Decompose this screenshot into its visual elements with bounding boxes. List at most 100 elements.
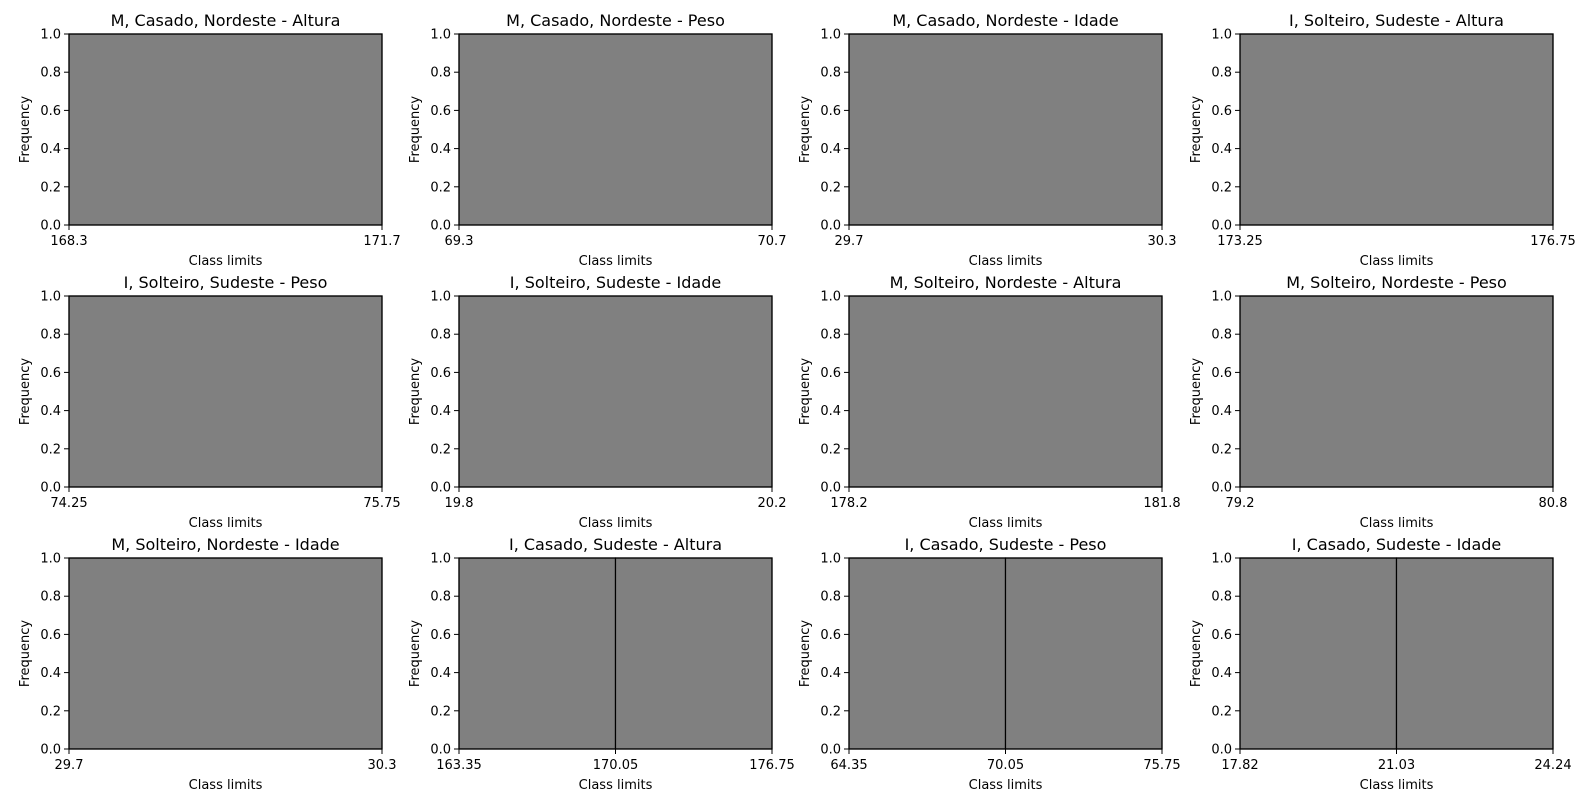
y-tick-label: 0.6 xyxy=(1211,104,1232,119)
y-tick-label: 0.2 xyxy=(820,442,841,457)
axes-frame xyxy=(848,33,1163,226)
axes-frame xyxy=(458,33,773,226)
x-tick-label: 74.25 xyxy=(50,496,87,511)
y-tick-label: 0.2 xyxy=(430,180,451,195)
y-tick-label: 0.2 xyxy=(1211,704,1232,719)
y-tick-label: 0.8 xyxy=(40,590,61,605)
x-tick-label: 173.25 xyxy=(1217,234,1263,249)
y-tick-label: 0.4 xyxy=(430,666,451,681)
y-tick-label: 0.6 xyxy=(430,104,451,119)
subplot-5: 0.0 0.2 0.4 0.6 0.8 1.0 74.25 75.75 I, Solteiro,… xyxy=(18,273,401,531)
y-axis-label: Frequency xyxy=(408,358,423,425)
x-tick-label: 69.3 xyxy=(445,234,474,249)
x-tick-label: 70.7 xyxy=(758,234,787,249)
x-axis-label: Class limits xyxy=(969,778,1043,793)
y-tick-label: 0.4 xyxy=(40,142,61,157)
axes-frame xyxy=(1239,295,1554,488)
y-tick-label: 0.2 xyxy=(1211,180,1232,195)
y-tick-label: 0.2 xyxy=(430,442,451,457)
x-tick-label: 17.82 xyxy=(1221,758,1258,773)
x-tick-label: 181.8 xyxy=(1143,496,1180,511)
histogram-bar xyxy=(848,33,1163,226)
y-tick-label: 0.8 xyxy=(430,590,451,605)
x-tick-label: 163.35 xyxy=(436,758,482,773)
axes-frame xyxy=(68,295,383,488)
histogram-bar xyxy=(1395,557,1554,750)
y-tick-label: 0.6 xyxy=(820,628,841,643)
y-tick-label: 0.4 xyxy=(40,404,61,419)
x-axis-label: Class limits xyxy=(189,516,263,531)
x-tick-label: 176.75 xyxy=(1530,234,1576,249)
histogram-bar xyxy=(1239,557,1398,750)
y-tick-label: 0.0 xyxy=(820,219,841,234)
x-axis-label: Class limits xyxy=(189,778,263,793)
y-tick-label: 0.8 xyxy=(1211,328,1232,343)
histogram-bar xyxy=(1239,33,1554,226)
subplot-11: 0.0 0.2 0.4 0.6 0.8 1.0 64.35 70.05 75.75 I, Casa… xyxy=(798,535,1181,793)
y-tick-label: 0.6 xyxy=(40,628,61,643)
x-tick-label: 70.05 xyxy=(987,758,1024,773)
subplot-8: 0.0 0.2 0.4 0.6 0.8 1.0 79.2 80.8 M, Solteiro, N… xyxy=(1189,273,1567,531)
x-tick-label: 29.7 xyxy=(835,234,864,249)
y-tick-label: 0.2 xyxy=(40,180,61,195)
y-tick-label: 0.4 xyxy=(1211,142,1232,157)
y-tick-label: 0.4 xyxy=(40,666,61,681)
x-axis-label: Class limits xyxy=(1360,516,1434,531)
histogram-bar xyxy=(848,557,1007,750)
histogram-bar xyxy=(68,557,383,750)
x-axis-label: Class limits xyxy=(579,254,653,269)
y-tick-label: 0.6 xyxy=(1211,628,1232,643)
x-tick-label: 29.7 xyxy=(55,758,84,773)
y-tick-label: 1.0 xyxy=(1211,552,1232,567)
x-axis-label: Class limits xyxy=(969,516,1043,531)
y-tick-label: 0.2 xyxy=(40,704,61,719)
axes-frame xyxy=(458,295,773,488)
y-tick-label: 0.4 xyxy=(430,404,451,419)
subplot-title: I, Casado, Sudeste - Peso xyxy=(905,535,1107,554)
axes-frame xyxy=(68,33,383,226)
x-tick-label: 24.24 xyxy=(1534,758,1571,773)
subplot-title: M, Solteiro, Nordeste - Altura xyxy=(890,273,1122,292)
subplot-4: 0.0 0.2 0.4 0.6 0.8 1.0 173.25 176.75 I, Solteir… xyxy=(1189,11,1576,269)
histogram-bar xyxy=(68,295,383,488)
y-tick-label: 0.4 xyxy=(820,142,841,157)
subplot-title: M, Solteiro, Nordeste - Peso xyxy=(1286,273,1507,292)
y-tick-label: 1.0 xyxy=(820,552,841,567)
x-axis-label: Class limits xyxy=(1360,778,1434,793)
y-tick-label: 1.0 xyxy=(820,28,841,43)
y-tick-label: 0.0 xyxy=(40,219,61,234)
histogram-bar xyxy=(614,557,773,750)
y-tick-label: 0.6 xyxy=(1211,366,1232,381)
y-tick-label: 0.2 xyxy=(820,180,841,195)
x-tick-label: 75.75 xyxy=(1143,758,1180,773)
y-tick-label: 0.2 xyxy=(820,704,841,719)
subplot-title: I, Solteiro, Sudeste - Idade xyxy=(510,273,721,292)
y-tick-label: 0.6 xyxy=(40,104,61,119)
y-tick-label: 0.6 xyxy=(40,366,61,381)
y-tick-label: 1.0 xyxy=(430,552,451,567)
x-tick-label: 80.8 xyxy=(1539,496,1568,511)
y-tick-label: 0.4 xyxy=(1211,404,1232,419)
histogram-bar xyxy=(458,295,773,488)
y-axis-label: Frequency xyxy=(1189,620,1204,687)
histogram-bar xyxy=(1239,295,1554,488)
y-tick-label: 1.0 xyxy=(40,552,61,567)
x-tick-label: 64.35 xyxy=(830,758,867,773)
x-axis-label: Class limits xyxy=(969,254,1043,269)
y-tick-label: 1.0 xyxy=(1211,28,1232,43)
y-tick-label: 0.6 xyxy=(820,366,841,381)
subplot-title: I, Casado, Sudeste - Idade xyxy=(1292,535,1502,554)
y-tick-label: 0.0 xyxy=(1211,219,1232,234)
y-tick-label: 0.8 xyxy=(820,590,841,605)
x-axis-label: Class limits xyxy=(1360,254,1434,269)
y-tick-label: 0.8 xyxy=(820,328,841,343)
x-axis-label: Class limits xyxy=(579,778,653,793)
y-tick-label: 0.2 xyxy=(1211,442,1232,457)
y-tick-label: 1.0 xyxy=(430,28,451,43)
histogram-bar xyxy=(458,33,773,226)
x-tick-label: 30.3 xyxy=(368,758,397,773)
y-tick-label: 0.0 xyxy=(40,481,61,496)
y-tick-label: 0.2 xyxy=(430,704,451,719)
y-tick-label: 1.0 xyxy=(40,290,61,305)
subplot-7: 0.0 0.2 0.4 0.6 0.8 1.0 178.2 181.8 M, Solteiro,… xyxy=(798,273,1181,531)
